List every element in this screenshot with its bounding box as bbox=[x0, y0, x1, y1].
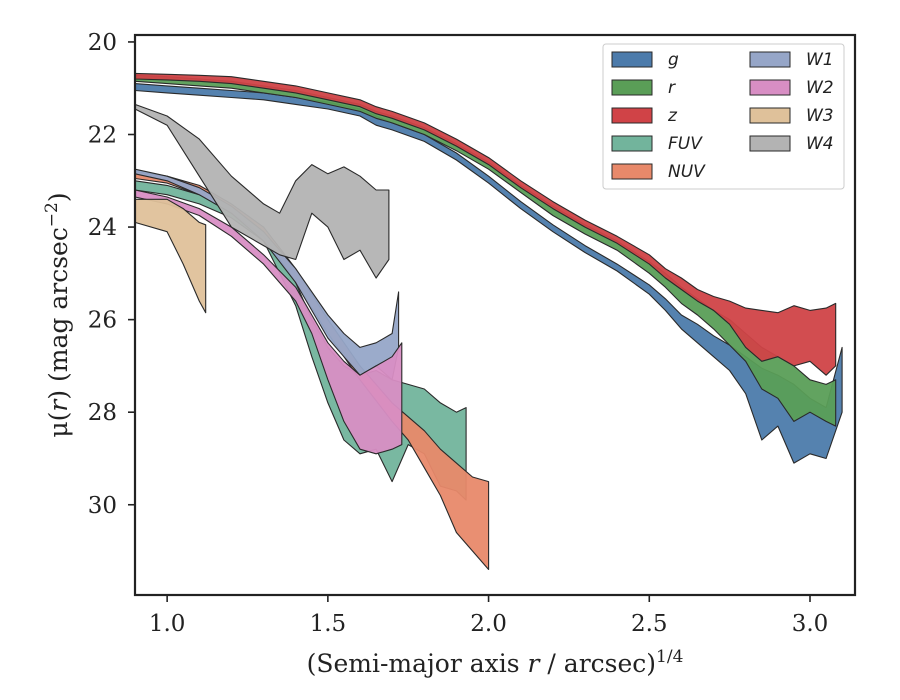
legend-swatch bbox=[749, 135, 791, 152]
plot-frame bbox=[133, 33, 857, 597]
legend-swatch bbox=[749, 107, 791, 124]
x-tick-label: 3.0 bbox=[792, 611, 829, 637]
legend-item-r: r bbox=[611, 78, 676, 98]
legend-label: W2 bbox=[806, 78, 834, 98]
legend-label: W3 bbox=[806, 106, 834, 126]
x-tick-label: 1.0 bbox=[149, 611, 186, 637]
y-tick-label: 28 bbox=[88, 400, 117, 426]
band-areas bbox=[134, 72, 843, 571]
band-z bbox=[134, 72, 837, 376]
legend-label: FUV bbox=[668, 134, 703, 154]
legend-swatch bbox=[749, 51, 791, 68]
x-tick-label: 2.0 bbox=[470, 611, 507, 637]
legend-item-w4: W4 bbox=[749, 134, 834, 154]
y-tick-label: 30 bbox=[88, 493, 117, 519]
legend-item-nuv: NUV bbox=[611, 162, 706, 182]
band-w4 bbox=[134, 103, 390, 279]
x-tick-label: 1.5 bbox=[310, 611, 347, 637]
legend-swatch bbox=[611, 107, 653, 124]
legend-swatch bbox=[611, 135, 653, 152]
legend-label: g bbox=[668, 50, 679, 70]
y-axis-title: μ(r) (mag arcsec−2) bbox=[42, 192, 73, 437]
band-w3 bbox=[134, 198, 207, 314]
legend: grz FUV NUV W1 W2 W3 W4 bbox=[602, 43, 845, 190]
y-tick-label: 20 bbox=[88, 30, 117, 56]
legend-item-w3: W3 bbox=[749, 106, 834, 126]
legend-label: W4 bbox=[806, 134, 834, 154]
legend-item-w1: W1 bbox=[749, 50, 834, 70]
y-tick-label: 22 bbox=[88, 123, 117, 149]
y-tick-label: 24 bbox=[88, 215, 117, 241]
x-tick-label: 2.5 bbox=[631, 611, 668, 637]
legend-swatch bbox=[611, 163, 653, 180]
legend-item-w2: W2 bbox=[749, 78, 834, 98]
band-w2 bbox=[134, 189, 403, 455]
legend-item-z: z bbox=[611, 106, 678, 126]
legend-label: NUV bbox=[668, 162, 706, 182]
legend-label: r bbox=[668, 78, 676, 98]
legend-label: z bbox=[667, 106, 678, 126]
legend-swatch bbox=[611, 79, 653, 96]
legend-swatch bbox=[611, 51, 653, 68]
legend-item-fuv: FUV bbox=[611, 134, 703, 154]
legend-label: W1 bbox=[806, 50, 834, 70]
x-axis-title: (Semi-major axis r / arcsec)1/4 bbox=[307, 647, 684, 678]
axes: 1.0 1.5 2.0 2.5 3.0 20 22 24 26 28 30 bbox=[88, 30, 857, 637]
y-tick-label: 26 bbox=[88, 308, 117, 334]
legend-item-g: g bbox=[611, 50, 679, 70]
legend-swatch bbox=[749, 79, 791, 96]
